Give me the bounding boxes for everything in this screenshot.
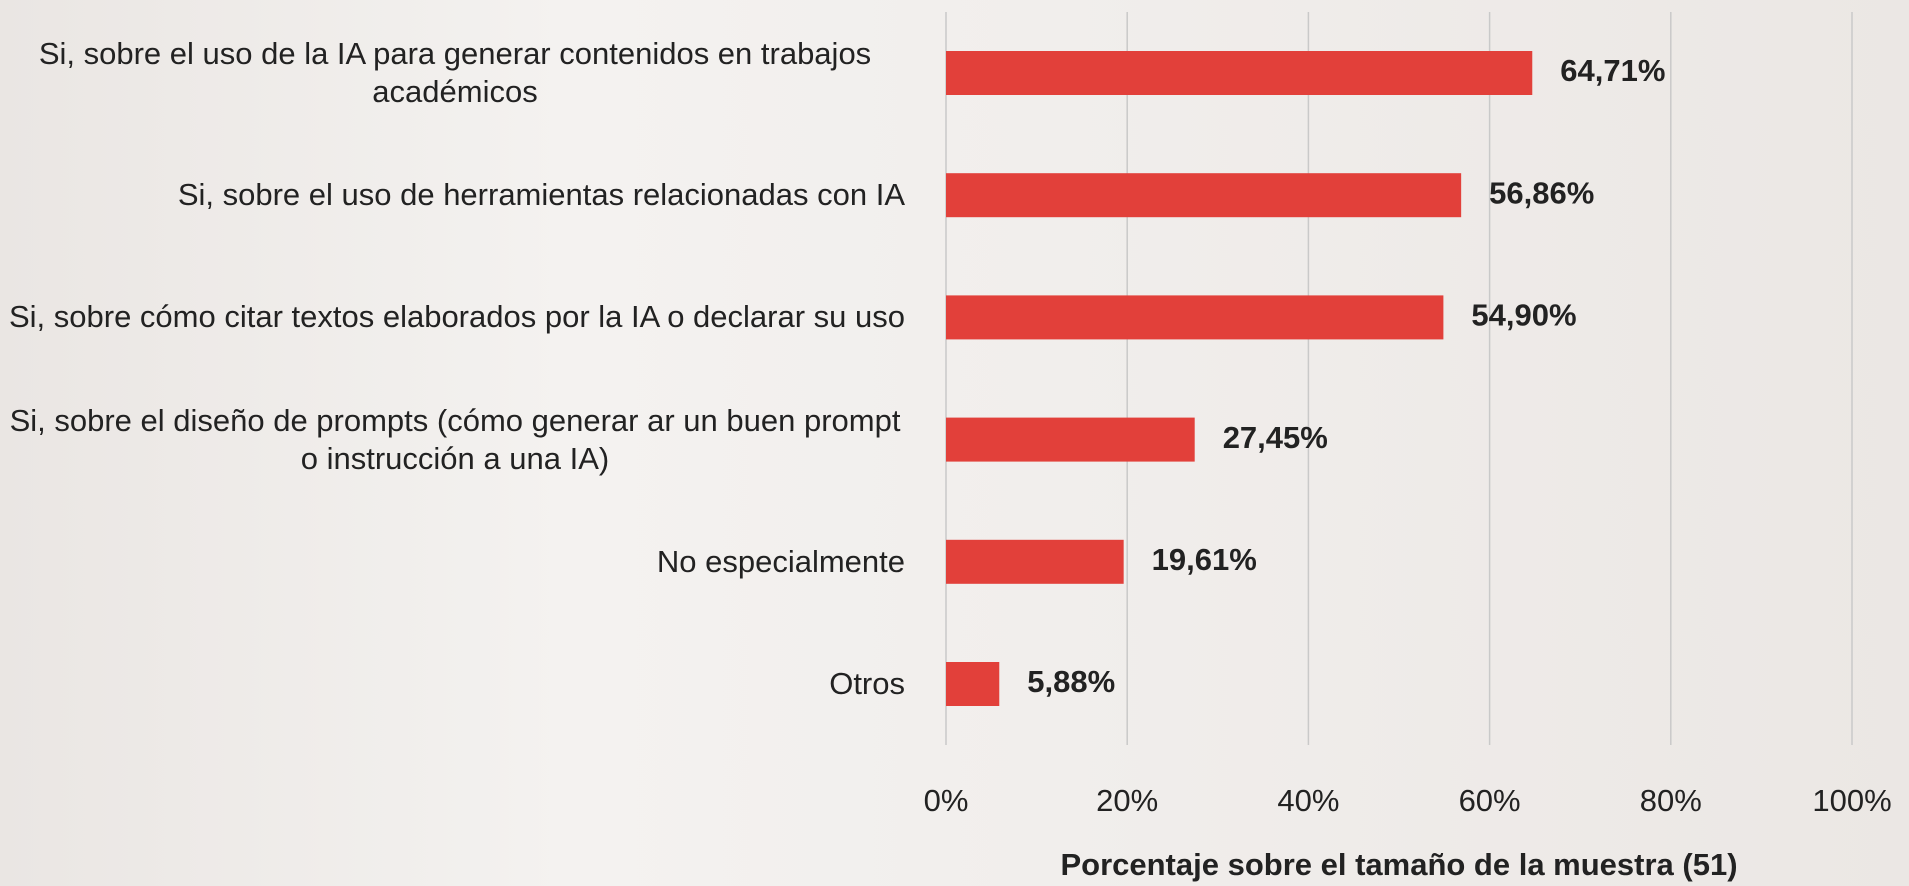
y-tick-label: Si, sobre el uso de la IA para generar c…: [5, 35, 905, 111]
y-tick-label: Si, sobre cómo citar textos elaborados p…: [9, 298, 905, 336]
bar: [946, 662, 999, 706]
x-tick-label: 80%: [1640, 783, 1702, 818]
y-tick-label: No especialmente: [657, 543, 905, 581]
x-tick-label: 60%: [1459, 783, 1521, 818]
y-tick-label: Si, sobre el diseño de prompts (cómo gen…: [5, 402, 905, 478]
bar: [946, 540, 1124, 584]
x-tick-label: 0%: [924, 783, 969, 818]
value-label: 19,61%: [1152, 542, 1257, 577]
value-label: 56,86%: [1489, 175, 1594, 210]
value-label: 64,71%: [1560, 53, 1665, 88]
y-tick-label: Si, sobre el uso de herramientas relacio…: [178, 176, 905, 214]
page: Porcentaje sobre el tamaño de la muestra…: [0, 0, 1909, 886]
value-label: 54,90%: [1471, 298, 1576, 333]
x-tick-label: 100%: [1812, 783, 1891, 818]
value-label: 27,45%: [1223, 420, 1328, 455]
y-tick-label: Otros: [829, 665, 905, 703]
x-axis-title: Porcentaje sobre el tamaño de la muestra…: [1060, 847, 1737, 882]
bar: [946, 418, 1195, 462]
x-tick-label: 40%: [1277, 783, 1339, 818]
bar: [946, 173, 1461, 217]
bar: [946, 295, 1443, 339]
x-tick-label: 20%: [1096, 783, 1158, 818]
bar: [946, 51, 1532, 95]
value-label: 5,88%: [1027, 664, 1115, 699]
